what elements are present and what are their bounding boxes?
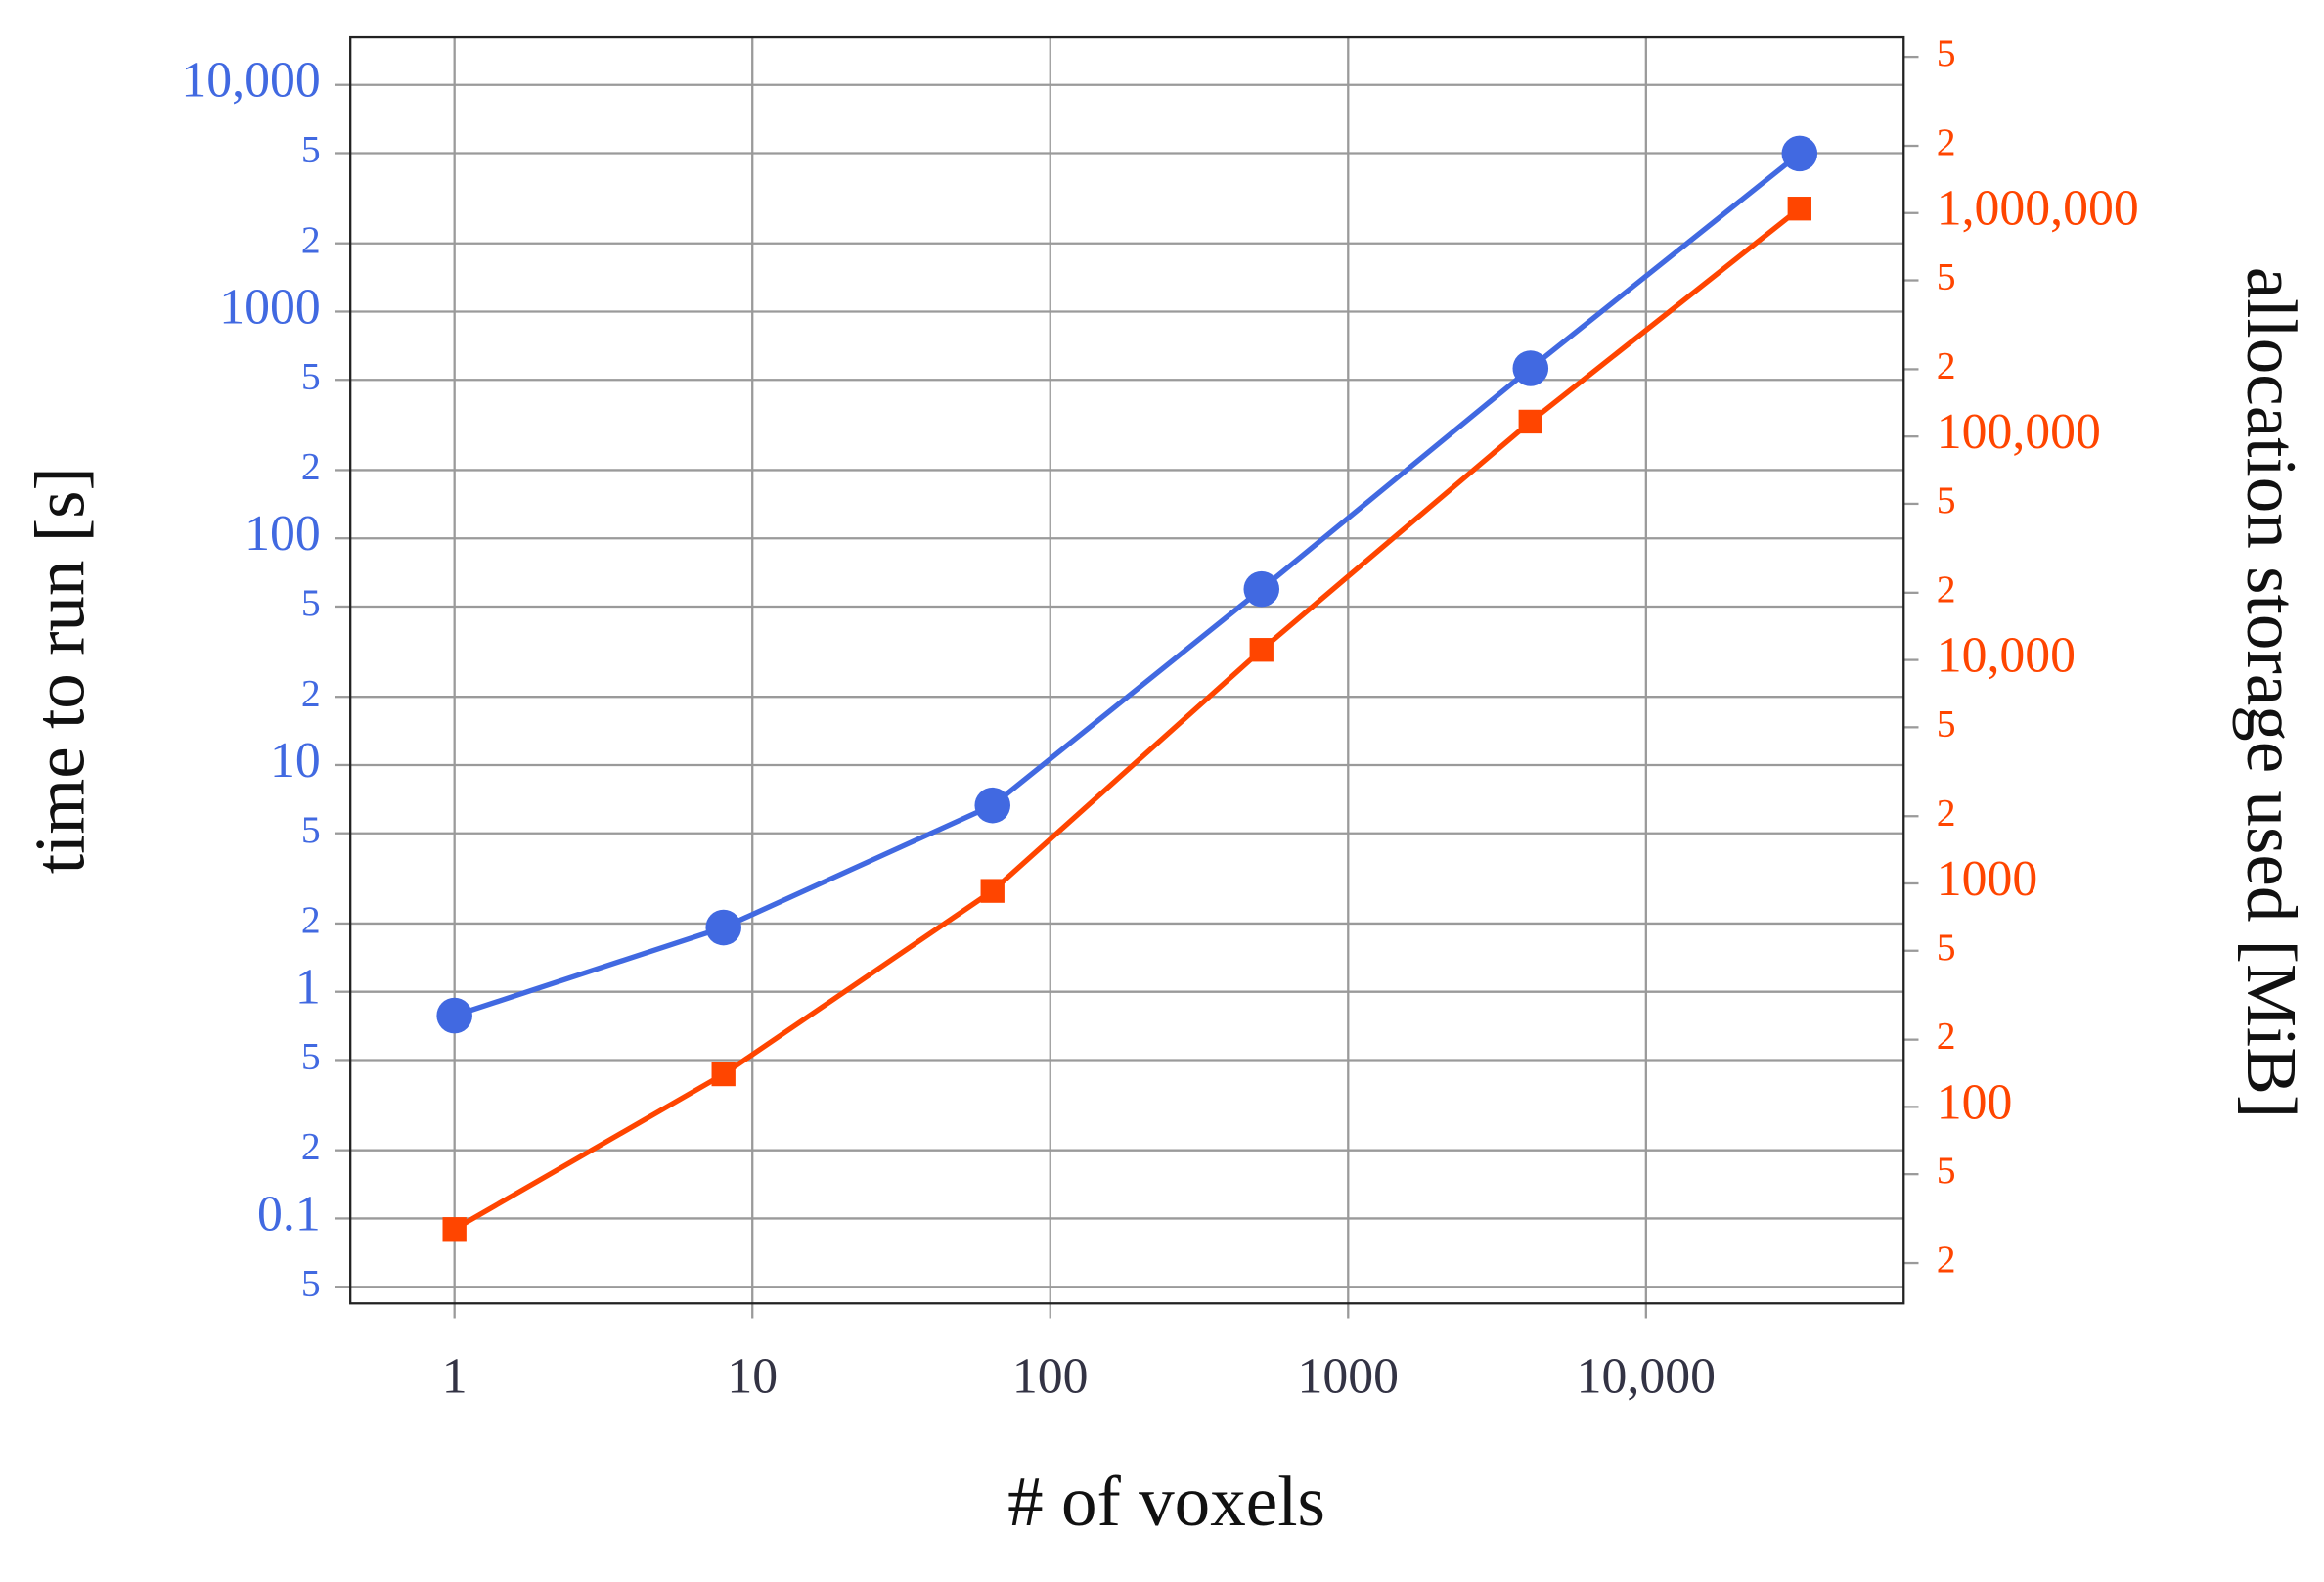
y2-tick-label: 5 — [1937, 926, 1956, 969]
y-tick-label: 100 — [245, 506, 321, 562]
y-tick-label: 5 — [301, 808, 321, 851]
x-tick-label: 1 — [442, 1348, 468, 1404]
x-tick-label: 1000 — [1298, 1348, 1400, 1404]
y2-tick-label: 1000 — [1937, 851, 2037, 907]
y2-tick-label: 2 — [1937, 567, 1956, 610]
y2-tick-label: 5 — [1937, 1149, 1956, 1192]
y-tick-label: 5 — [301, 128, 321, 171]
y-tick-label: 10,000 — [181, 53, 320, 109]
y-tick-label: 1 — [295, 960, 321, 1016]
y2-tick-label: 1,000,000 — [1937, 181, 2139, 237]
y2-tick-label: 5 — [1937, 478, 1956, 521]
y-tick-label: 2 — [301, 445, 321, 488]
y-tick-label: 5 — [301, 1035, 321, 1078]
point — [1512, 350, 1549, 386]
point — [1781, 135, 1818, 172]
y2-tick-label: 100,000 — [1937, 404, 2101, 460]
point — [1249, 638, 1274, 662]
plot-frame — [349, 35, 1905, 1305]
y2-tick-label: 2 — [1937, 120, 1956, 163]
y2-tick-label: 5 — [1937, 31, 1956, 74]
x-axis-label: # of voxels — [1007, 1462, 1325, 1541]
y-tick-label: 5 — [301, 354, 321, 397]
point — [980, 879, 1005, 903]
point — [711, 1062, 736, 1087]
y-tick-label: 2 — [301, 898, 321, 941]
y-tick-label: 5 — [301, 581, 321, 624]
y-tick-label: 2 — [301, 1125, 321, 1168]
point — [1518, 409, 1542, 434]
y-tick-label: 2 — [301, 671, 321, 714]
x-tick-label: 10,000 — [1577, 1348, 1716, 1404]
point — [442, 1217, 467, 1242]
y2-tick-label: 5 — [1937, 701, 1956, 745]
x-tick-label: 100 — [1012, 1348, 1089, 1404]
point — [705, 909, 741, 946]
y-axis-label: time to run [s] — [21, 467, 100, 874]
y2-axis-label: allocation storage used [MiB] — [2232, 267, 2311, 1119]
point — [974, 787, 1010, 824]
series-line — [453, 151, 1802, 1018]
y-tick-label: 5 — [301, 1261, 321, 1304]
x-tick-label: 10 — [727, 1348, 778, 1404]
y-tick-label: 0.1 — [257, 1186, 321, 1242]
point — [1243, 570, 1280, 608]
y2-tick-label: 2 — [1937, 1015, 1956, 1058]
y-tick-label: 10 — [270, 733, 321, 789]
y2-tick-label: 100 — [1937, 1074, 2013, 1130]
series-line — [453, 206, 1802, 1232]
y2-tick-label: 10,000 — [1937, 627, 2076, 683]
y-tick-label: 2 — [301, 218, 321, 261]
y2-tick-label: 5 — [1937, 255, 1956, 298]
point — [1787, 197, 1811, 221]
y2-tick-label: 2 — [1937, 791, 1956, 834]
point — [436, 997, 472, 1034]
y2-tick-label: 2 — [1937, 343, 1956, 386]
y-tick-label: 1000 — [219, 279, 320, 335]
y2-tick-label: 2 — [1937, 1238, 1956, 1281]
